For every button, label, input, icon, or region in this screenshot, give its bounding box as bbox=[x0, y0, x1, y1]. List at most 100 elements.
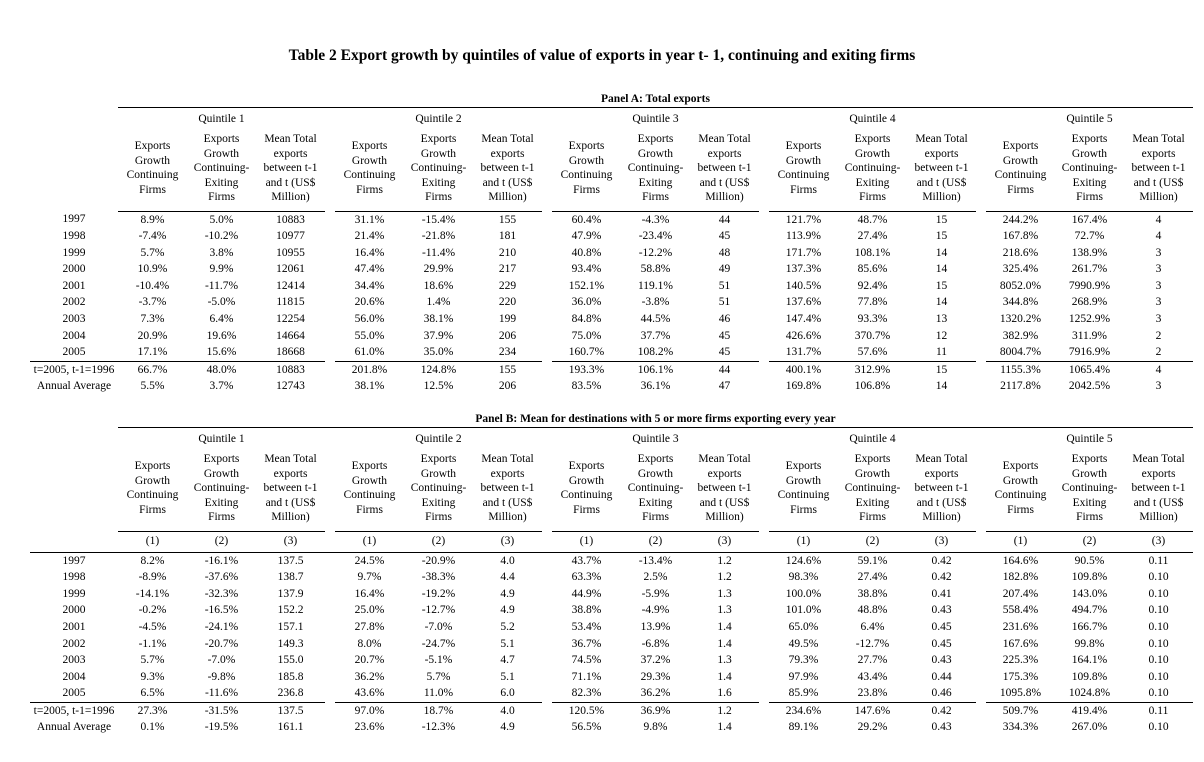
group-spacer bbox=[542, 245, 552, 262]
value-cell: 3.7% bbox=[209, 380, 234, 393]
value-cell: 2042.5% bbox=[1068, 380, 1111, 393]
value-cell: 37.7% bbox=[640, 329, 671, 342]
value-cell: 8.9% bbox=[140, 213, 165, 226]
year-label: 2005 bbox=[62, 687, 86, 700]
value-cell: 71.1% bbox=[571, 670, 602, 683]
value-cell: 43.6% bbox=[354, 687, 385, 700]
group-spacer bbox=[976, 311, 986, 328]
value-cell: 5.7% bbox=[140, 246, 165, 259]
value-cell: 137.6% bbox=[785, 296, 822, 309]
group-spacer bbox=[976, 685, 986, 702]
value-cell: 220 bbox=[498, 296, 517, 309]
column-header: Exports Growth Continuing- Exiting Firms bbox=[1055, 449, 1124, 532]
quintile-gap bbox=[552, 427, 621, 450]
group-spacer bbox=[542, 449, 552, 531]
table-title: Table 2 Export growth by quintiles of va… bbox=[288, 47, 916, 64]
panel-b-table-container: Quintile 1 Quintile 2 Quintile 3 Quintile 4… bbox=[30, 427, 1193, 736]
group-spacer bbox=[325, 328, 335, 345]
value-cell: 1095.8% bbox=[999, 687, 1042, 700]
value-cell: 4 bbox=[1124, 360, 1193, 379]
column-number: (3) bbox=[473, 531, 542, 553]
value-cell: 46 bbox=[718, 313, 731, 326]
value-cell: 10977 bbox=[276, 230, 305, 243]
column-header: Exports Growth Continuing Firms bbox=[769, 449, 838, 532]
value-cell: 166.7% bbox=[1071, 620, 1108, 633]
column-number: (3) bbox=[690, 531, 759, 553]
column-header: Exports Growth Continuing- Exiting Firms bbox=[1055, 129, 1124, 212]
value-cell: 47 bbox=[718, 380, 731, 393]
value-cell: 56.0% bbox=[354, 313, 385, 326]
group-spacer bbox=[542, 669, 552, 686]
group-spacer bbox=[759, 619, 769, 636]
value-cell: 16.4% bbox=[354, 246, 385, 259]
value-cell: 137.5 bbox=[256, 701, 325, 720]
group-spacer bbox=[976, 602, 986, 619]
value-cell: 106.8% bbox=[854, 380, 891, 393]
value-cell: 0.11 bbox=[1124, 701, 1193, 720]
value-cell: 37.9% bbox=[423, 329, 454, 342]
group-spacer bbox=[976, 129, 986, 211]
value-cell: 1320.2% bbox=[999, 313, 1042, 326]
group-spacer bbox=[542, 228, 552, 245]
value-cell: 160.7% bbox=[568, 346, 605, 359]
value-cell: 8052.0% bbox=[999, 279, 1042, 292]
value-cell: 167.4% bbox=[1071, 213, 1108, 226]
value-cell: 0.10 bbox=[1148, 654, 1169, 667]
value-cell: 210 bbox=[498, 246, 517, 259]
value-cell: 4 bbox=[1155, 213, 1162, 226]
group-spacer bbox=[542, 211, 552, 228]
group-spacer bbox=[325, 427, 335, 450]
value-cell: 6.5% bbox=[140, 687, 165, 700]
quintile-label: Quintile 3 bbox=[621, 107, 690, 129]
value-cell: 0.42 bbox=[931, 571, 952, 584]
value-cell: -12.7% bbox=[855, 637, 890, 650]
column-header: Mean Total exports between t-1 and t (US… bbox=[1124, 449, 1193, 532]
column-number: (2) bbox=[1055, 531, 1124, 553]
group-spacer bbox=[759, 245, 769, 262]
value-cell: 106.1% bbox=[621, 360, 690, 379]
value-cell: 3 bbox=[1155, 279, 1162, 292]
value-cell: -14.1% bbox=[135, 587, 170, 600]
group-spacer bbox=[976, 449, 986, 531]
value-cell: 55.0% bbox=[354, 329, 385, 342]
value-cell: 47.4% bbox=[354, 263, 385, 276]
value-cell: 121.7% bbox=[785, 213, 822, 226]
column-header: Mean Total exports between t-1 and t (US… bbox=[473, 129, 542, 212]
value-cell: 11.0% bbox=[423, 687, 454, 700]
value-cell: 101.0% bbox=[785, 604, 822, 617]
value-cell: 3.8% bbox=[209, 246, 234, 259]
value-cell: -9.8% bbox=[207, 670, 236, 683]
value-cell: 494.7% bbox=[1071, 604, 1108, 617]
value-cell: 24.5% bbox=[354, 554, 385, 567]
value-cell: 29.9% bbox=[423, 263, 454, 276]
value-cell: 4.0 bbox=[473, 701, 542, 720]
year-label: 2001 bbox=[62, 279, 86, 292]
value-cell: 36.7% bbox=[571, 637, 602, 650]
value-cell: 21.4% bbox=[354, 230, 385, 243]
year-label: 2004 bbox=[62, 670, 86, 683]
value-cell: 140.5% bbox=[785, 279, 822, 292]
year-label: 2004 bbox=[62, 329, 86, 342]
group-spacer bbox=[542, 636, 552, 653]
group-spacer bbox=[542, 719, 552, 736]
value-cell: 12414 bbox=[276, 279, 305, 292]
value-cell: 400.1% bbox=[769, 360, 838, 379]
group-spacer bbox=[976, 211, 986, 228]
value-cell: 53.4% bbox=[571, 620, 602, 633]
value-cell: 149.3 bbox=[277, 637, 304, 650]
group-spacer bbox=[542, 619, 552, 636]
column-header: Exports Growth Continuing- Exiting Firms bbox=[621, 129, 690, 212]
value-cell: 56.5% bbox=[571, 721, 602, 734]
value-cell: 4.0 bbox=[500, 554, 515, 567]
value-cell: 0.10 bbox=[1148, 587, 1169, 600]
value-cell: 49.5% bbox=[788, 637, 819, 650]
value-cell: 5.5% bbox=[140, 380, 165, 393]
column-header: Exports Growth Continuing- Exiting Firms bbox=[187, 449, 256, 532]
quintile-gap bbox=[690, 427, 759, 450]
value-cell: 48.8% bbox=[857, 604, 888, 617]
value-cell: -6.8% bbox=[641, 637, 670, 650]
value-cell: -7.0% bbox=[207, 654, 236, 667]
year-label: 1999 bbox=[62, 587, 86, 600]
value-cell: 1.3 bbox=[717, 604, 732, 617]
value-cell: 147.6% bbox=[838, 701, 907, 720]
